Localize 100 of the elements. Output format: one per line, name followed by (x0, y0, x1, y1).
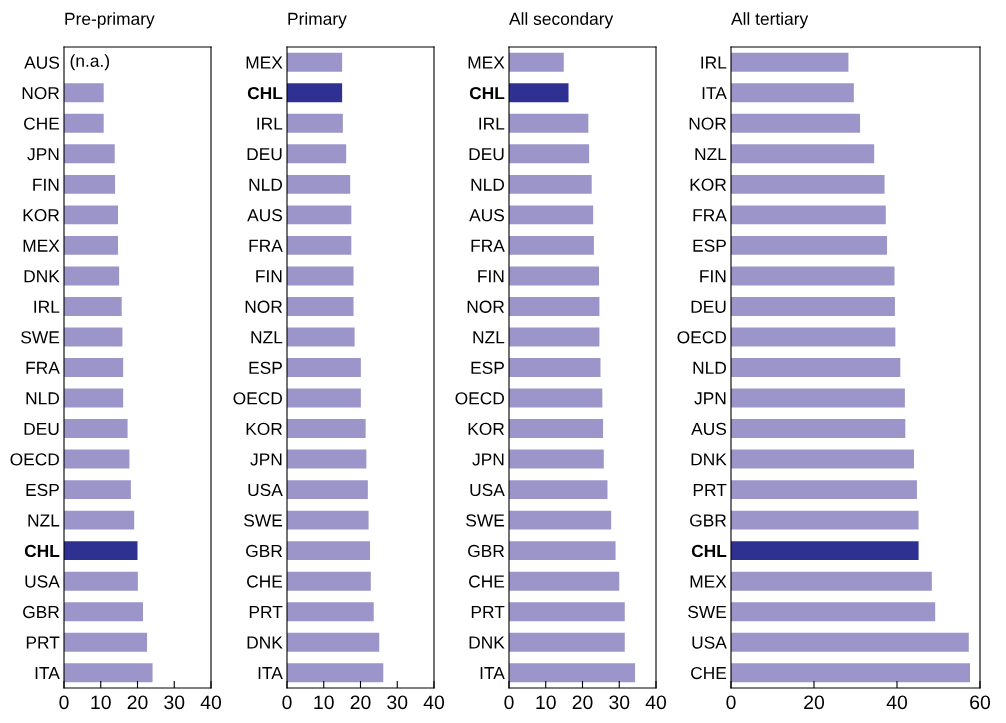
y-tick-label: NLD (471, 178, 504, 191)
y-tick-label: SWE (244, 514, 283, 527)
y-tick-label: CHE (24, 117, 60, 130)
y-tick-label: IRL (701, 56, 727, 69)
x-tick-label: 40 (645, 695, 667, 710)
y-tick-label: KOR (23, 209, 60, 222)
y-tick-label: NLD (693, 361, 726, 374)
y-tick-label: OECD (233, 392, 282, 405)
bar (287, 663, 384, 683)
bar (731, 327, 896, 347)
y-tick-label: CHE (247, 575, 283, 588)
y-tick-label: ITA (702, 87, 727, 100)
bar (287, 296, 354, 316)
y-tick-label: NZL (251, 331, 283, 344)
x-tick-label: 0 (59, 695, 69, 710)
bar (509, 480, 608, 500)
bar (287, 571, 371, 591)
bar (731, 296, 895, 316)
y-tick-label: ESP (471, 361, 504, 374)
y-tick-label: IRL (479, 117, 505, 130)
y-tick-label: AUS (469, 209, 505, 222)
y-tick-label: IRL (34, 300, 60, 313)
y-tick-label: ESP (693, 239, 726, 252)
bar (64, 632, 148, 652)
x-tick-label: 30 (164, 695, 185, 710)
bar (64, 113, 104, 133)
bar (731, 541, 919, 561)
bar (287, 480, 368, 500)
y-tick-label: USA (25, 575, 60, 588)
bar (64, 571, 138, 591)
y-tick-label: FRA (693, 209, 727, 222)
bar (731, 663, 971, 683)
y-tick-label: FIN (478, 270, 504, 283)
y-tick-label: AUS (24, 56, 60, 69)
y-tick-label: FIN (33, 178, 59, 191)
y-tick-label: MEX (690, 575, 727, 588)
y-tick-label: NLD (249, 178, 282, 191)
bar (287, 174, 351, 194)
bar (287, 419, 366, 439)
bar (64, 449, 130, 469)
y-tick-label: USA (248, 483, 283, 497)
bar (287, 327, 355, 347)
x-tick-label: 20 (127, 695, 148, 710)
y-tick-label: NOR (245, 300, 283, 313)
bar (731, 358, 901, 377)
y-tick-label: ESP (249, 361, 282, 374)
bar (731, 235, 888, 255)
y-tick-label: GBR (246, 544, 283, 558)
bar (731, 571, 932, 591)
bar (287, 266, 354, 286)
y-tick-label: NZL (473, 331, 505, 344)
bar (731, 510, 919, 530)
x-tick-label: 20 (350, 695, 371, 710)
bar (509, 541, 616, 561)
bar (509, 510, 612, 530)
bar (64, 510, 135, 530)
bar (64, 419, 128, 439)
bar (64, 174, 116, 194)
y-tick-label: USA (470, 483, 505, 497)
bar (64, 83, 104, 103)
y-tick-label: GBR (23, 605, 60, 619)
bar (64, 358, 124, 377)
y-tick-label: FRA (249, 239, 283, 252)
bar (64, 144, 115, 164)
bar (287, 449, 367, 469)
y-tick-label: DNK (24, 270, 60, 283)
y-tick-label: SWE (688, 605, 727, 619)
bar (64, 663, 153, 683)
y-tick-label: CHL (24, 544, 60, 558)
y-tick-label: PRT (471, 606, 505, 618)
bar (731, 480, 917, 500)
bar (287, 205, 352, 225)
y-tick-label: NZL (28, 514, 60, 527)
bar (509, 52, 564, 72)
bar (509, 388, 603, 408)
y-tick-label: KOR (246, 422, 283, 436)
y-tick-label: CHL (247, 86, 283, 100)
y-tick-label: PRT (693, 483, 727, 496)
bar (287, 510, 369, 530)
bar (64, 205, 119, 225)
bar (509, 327, 600, 347)
y-tick-label: FIN (256, 270, 282, 283)
bar (64, 235, 119, 255)
bar (64, 388, 124, 408)
y-tick-label: GBR (468, 544, 505, 558)
bar (64, 480, 131, 500)
y-tick-label: USA (692, 636, 727, 649)
y-tick-label: ITA (480, 667, 505, 680)
x-tick-label: 30 (387, 695, 408, 710)
y-tick-label: NOR (689, 117, 727, 130)
bar (509, 113, 589, 133)
bar (64, 327, 123, 347)
y-tick-label: FRA (471, 239, 505, 252)
y-tick-label: SWE (466, 514, 505, 527)
bar (287, 144, 347, 164)
y-tick-label: KOR (468, 422, 505, 436)
y-tick-label: MEX (246, 56, 283, 69)
x-tick-label: 20 (572, 695, 593, 710)
bar (509, 144, 590, 164)
bar (509, 602, 625, 622)
